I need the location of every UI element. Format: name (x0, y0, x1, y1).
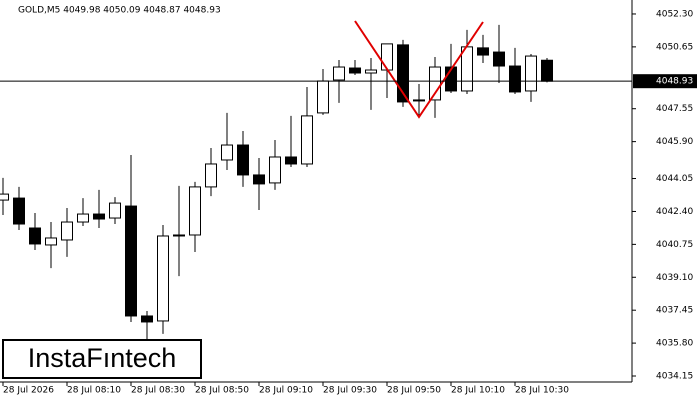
candle-body (61, 221, 73, 241)
pattern-line (354, 20, 484, 119)
candle-body (45, 237, 57, 246)
current-price-label: 4048.93 (656, 77, 693, 87)
candle-body (13, 197, 25, 225)
candle-body (397, 44, 409, 103)
candle-body (525, 55, 537, 92)
candle-body (269, 156, 281, 184)
y-tick-label: 4037.45 (656, 306, 693, 316)
x-tick-label: 28 Jul 09:50 (387, 386, 441, 396)
candle-body (493, 51, 505, 67)
y-tick-label: 4035.80 (656, 339, 693, 349)
candle-body (141, 315, 153, 323)
candle-body (205, 163, 217, 188)
y-tick-label: 4052.30 (656, 9, 693, 19)
plot-area (0, 24, 553, 341)
candle-body (509, 65, 521, 93)
candle-body (381, 43, 393, 71)
candle-body (29, 227, 41, 245)
y-tick-label: 4042.40 (656, 207, 693, 217)
candle-body (237, 144, 249, 176)
x-tick-label: 28 Jul 08:30 (131, 386, 185, 396)
chart-header: GOLD,M5 4049.98 4050.09 4048.87 4048.93 (18, 6, 221, 16)
candle-body (413, 99, 425, 102)
candle-body (109, 202, 121, 219)
x-tick-label: 28 Jul 09:30 (323, 386, 377, 396)
candle-body (541, 59, 553, 82)
x-tick-label: 28 Jul 08:50 (195, 386, 249, 396)
y-tick-label: 4044.05 (656, 174, 693, 184)
candle-body (125, 205, 137, 317)
y-tick-label: 4050.65 (656, 42, 693, 52)
candle-body (157, 235, 169, 322)
candle-body (93, 213, 105, 220)
y-tick-label: 4045.90 (656, 137, 693, 147)
x-tick-label: 28 Jul 10:10 (451, 386, 505, 396)
candle-body (221, 144, 233, 161)
candle-body (173, 234, 185, 237)
candle-body (253, 174, 265, 185)
candle-body (189, 186, 201, 236)
candle-body (301, 115, 313, 165)
candle-body (461, 46, 473, 92)
x-tick-label: 28 Jul 08:10 (67, 386, 121, 396)
watermark-box (2, 339, 202, 379)
x-tick-label: 28 Jul 2026 (3, 386, 54, 396)
x-tick-label: 28 Jul 09:10 (259, 386, 313, 396)
current-price-box (633, 74, 697, 89)
candle-body (333, 66, 345, 81)
watermark: InstaFıntech (28, 343, 177, 373)
candle-body (317, 80, 329, 114)
candle-body (77, 213, 89, 223)
candle-body (0, 193, 9, 201)
y-tick-label: 4039.10 (656, 273, 693, 283)
x-tick-label: 28 Jul 10:30 (515, 386, 569, 396)
candle-body (365, 69, 377, 74)
y-tick-label: 4034.15 (656, 372, 693, 382)
candle-body (349, 67, 361, 74)
y-tick-label: 4040.75 (656, 240, 693, 250)
candle-body (285, 156, 297, 165)
candle-body (477, 47, 489, 56)
y-tick-label: 4047.55 (656, 104, 693, 114)
